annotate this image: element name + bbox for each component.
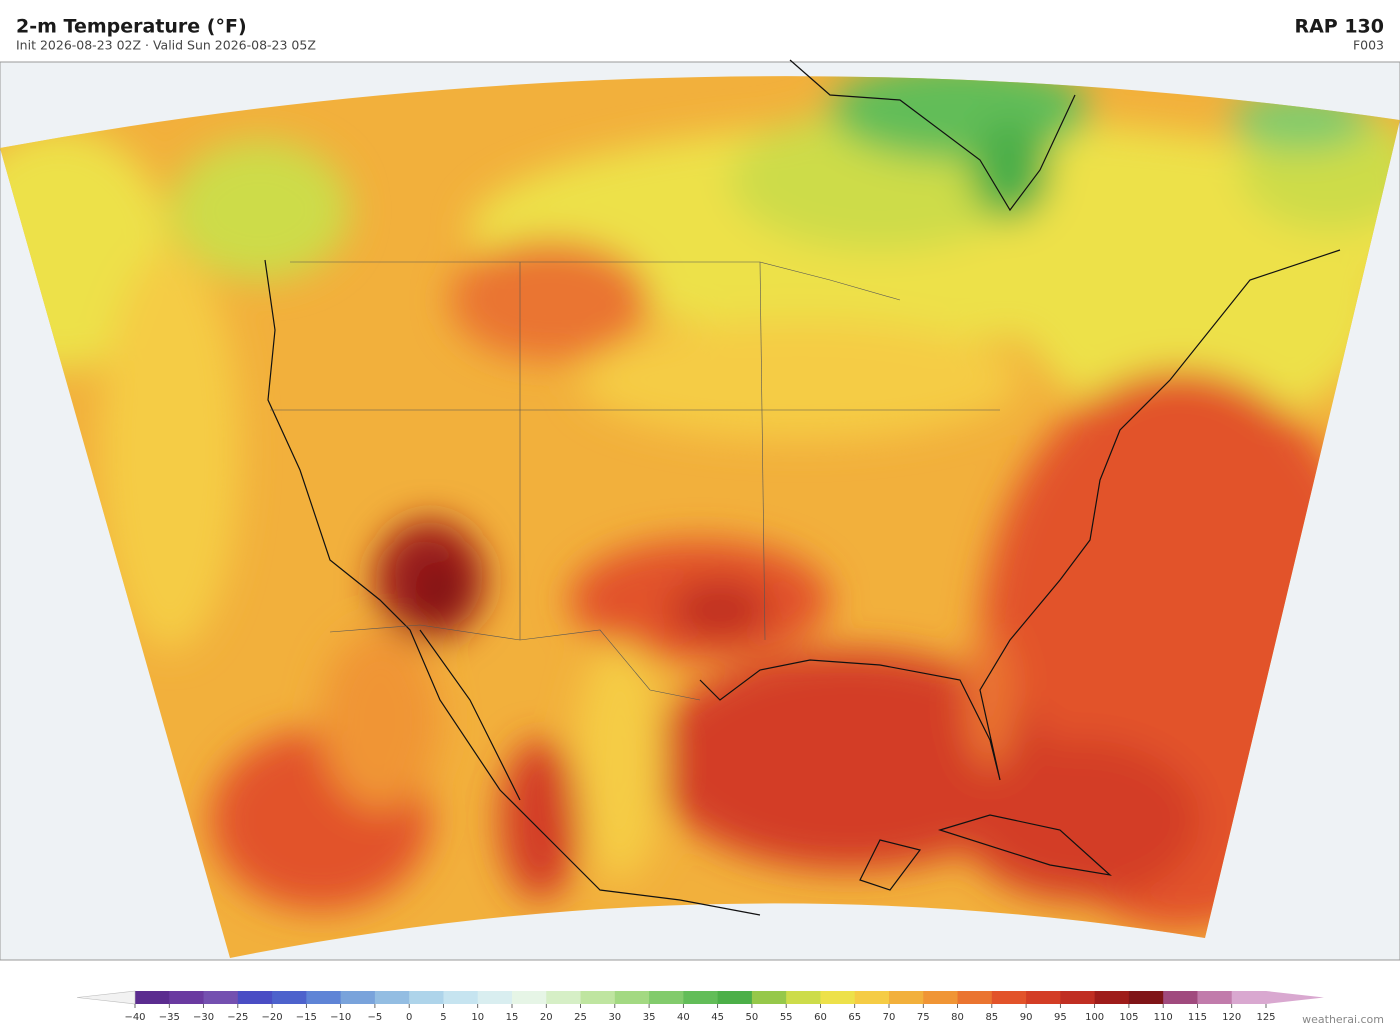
colorbar-tick-label: −10 [330,1012,351,1023]
colorbar-tick-label: 25 [574,1012,587,1023]
colorbar-bin [820,991,856,1004]
colorbar-bin [614,991,650,1004]
colorbar: −40 −35 −30 −25 −20 −15 −10 −5 0 5 10 15 20 25 30 35 40 4… [76,990,1324,1023]
colorbar-bin [340,991,376,1004]
colorbar-tick-label: −20 [262,1012,283,1023]
title: 2-m Temperature (°F) [16,16,247,38]
colorbar-tick-label: −40 [124,1012,145,1023]
colorbar-tick-label: 50 [746,1012,759,1023]
colorbar-bin [717,991,753,1004]
colorbar-tick-label: 120 [1222,1012,1241,1023]
colorbar-tick-label: −25 [227,1012,248,1023]
colorbar-bin [991,991,1027,1004]
colorbar-tick-label: 15 [506,1012,519,1023]
colorbar-tick-label: 20 [540,1012,553,1023]
colorbar-bin [1163,991,1198,1004]
colorbar-bin [683,991,719,1004]
borders [270,261,1000,701]
colorbar-tick-label: −5 [368,1012,383,1023]
colorbar-tick-label: 95 [1054,1012,1067,1023]
colorbar-bin [135,991,170,1004]
colorbar-tick-label: −30 [193,1012,214,1023]
colorbar-tick-label: 10 [471,1012,484,1023]
colorbar-bin [1026,991,1061,1004]
colorbar-bin [854,991,890,1004]
subtitle: Init 2026-08-23 02Z · Valid Sun 2026-08-… [16,38,316,53]
colorbar-tick-label: 115 [1188,1012,1207,1023]
colorbar-bin [889,991,924,1004]
map [0,59,1400,961]
colorbar-over [1266,991,1324,1004]
colorbar-bin [1094,991,1130,1004]
colorbar-tick-label: 5 [440,1012,446,1023]
colorbar-tick-label: 35 [643,1012,656,1023]
colorbar-bin [477,991,513,1004]
colorbar-bin [306,991,342,1004]
colorbar-tick-label: 85 [985,1012,998,1023]
colorbar-tick-label: 65 [848,1012,861,1023]
colorbar-tick-label: 105 [1119,1012,1138,1023]
colorbar-bin [1197,991,1233,1004]
colorbar-tick-label: 125 [1256,1012,1275,1023]
colorbar-tick-label: 90 [1020,1012,1033,1023]
colorbar-bin [957,991,993,1004]
colorbar-tick-label: 100 [1085,1012,1104,1023]
colorbar-tick-label: 80 [951,1012,964,1023]
colorbar-bin [1231,991,1267,1004]
colorbar-bin [272,991,307,1004]
colorbar-bin [546,991,582,1004]
forecast-hour: F003 [1353,38,1384,53]
colorbar-bin [512,991,547,1004]
colorbar-bin [786,991,821,1004]
colorbar-tick-label: 0 [406,1012,412,1023]
credit: weatherai.com [1302,1013,1384,1026]
colorbar-tick-label: 110 [1154,1012,1173,1023]
colorbar-bin [1060,991,1096,1004]
colorbar-bin [1128,991,1164,1004]
colorbar-bin [751,991,787,1004]
colorbar-tick-label: 70 [883,1012,896,1023]
model: RAP 130 [1294,16,1384,38]
colorbar-tick-label: 45 [711,1012,724,1023]
colorbar-tick-label: 30 [608,1012,621,1023]
colorbar-bin [203,991,239,1004]
colorbar-bin [580,991,616,1004]
colorbar-under [76,990,136,1005]
colorbar-bin [409,991,444,1004]
colorbar-bin [374,991,410,1004]
colorbar-bin [923,991,959,1004]
colorbar-tick-label: 60 [814,1012,827,1023]
temperature-field [0,76,1400,958]
colorbar-tick-label: 75 [917,1012,930,1023]
colorbar-bin [443,991,479,1004]
colorbar-tick-label: −35 [159,1012,180,1023]
coastlines [264,59,1341,916]
colorbar-bin [169,991,205,1004]
colorbar-tick-label: −15 [296,1012,317,1023]
colorbar-bin [237,991,273,1004]
colorbar-tick-label: 40 [677,1012,690,1023]
colorbar-tick-label: 55 [780,1012,793,1023]
colorbar-bin [649,991,684,1004]
